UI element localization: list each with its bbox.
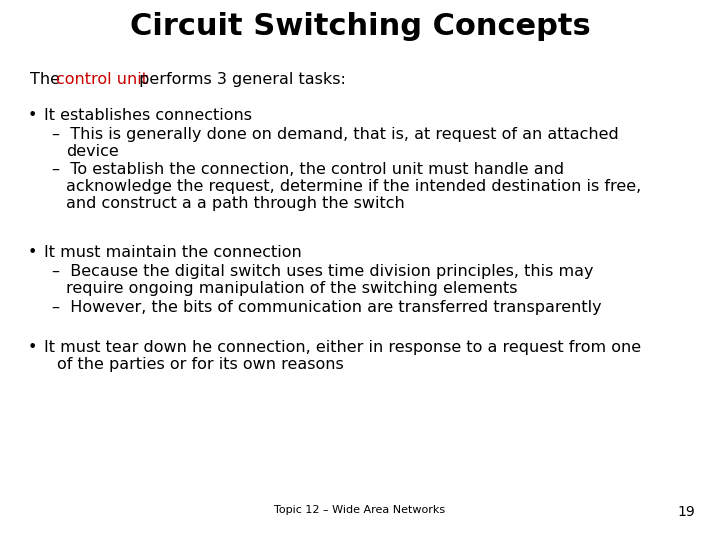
Text: •: • (28, 108, 37, 123)
Text: control unit: control unit (56, 72, 148, 87)
Text: and construct a a path through the switch: and construct a a path through the switc… (66, 196, 405, 211)
Text: –  Because the digital switch uses time division principles, this may: – Because the digital switch uses time d… (52, 264, 593, 279)
Text: device: device (66, 144, 119, 159)
Text: –  This is generally done on demand, that is, at request of an attached: – This is generally done on demand, that… (52, 127, 618, 142)
Text: •: • (28, 245, 37, 260)
Text: 19: 19 (678, 505, 695, 519)
Text: require ongoing manipulation of the switching elements: require ongoing manipulation of the swit… (66, 281, 518, 296)
Text: It must tear down he connection, either in response to a request from one: It must tear down he connection, either … (44, 340, 641, 355)
Text: of the parties or for its own reasons: of the parties or for its own reasons (57, 357, 343, 372)
Text: The: The (30, 72, 65, 87)
Text: –  To establish the connection, the control unit must handle and: – To establish the connection, the contr… (52, 162, 564, 177)
Text: Circuit Switching Concepts: Circuit Switching Concepts (130, 12, 590, 41)
Text: acknowledge the request, determine if the intended destination is free,: acknowledge the request, determine if th… (66, 179, 642, 194)
Text: Topic 12 – Wide Area Networks: Topic 12 – Wide Area Networks (274, 505, 446, 515)
Text: It must maintain the connection: It must maintain the connection (44, 245, 302, 260)
Text: performs 3 general tasks:: performs 3 general tasks: (134, 72, 346, 87)
Text: –  However, the bits of communication are transferred transparently: – However, the bits of communication are… (52, 300, 602, 315)
Text: It establishes connections: It establishes connections (44, 108, 252, 123)
Text: •: • (28, 340, 37, 355)
